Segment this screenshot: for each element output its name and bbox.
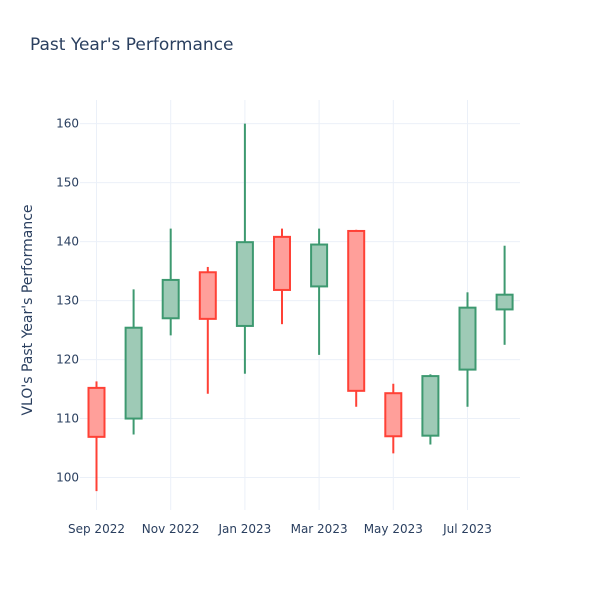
candle-body: [87, 386, 106, 438]
candle: [310, 228, 329, 355]
candle-body: [310, 243, 329, 288]
candle: [235, 123, 254, 374]
candle: [495, 245, 514, 345]
candle: [87, 381, 106, 492]
candle: [458, 292, 477, 407]
x-tick-labels: Sep 2022 Nov 2022 Jan 2023 Mar 2023 May 2023…: [68, 522, 492, 536]
x-tick-label: Jul 2023: [442, 522, 492, 536]
candle-body: [421, 375, 440, 437]
chart-title: Past Year's Performance: [30, 35, 234, 55]
y-tick-labels: 100 110 120 130 140 150 160: [56, 117, 79, 485]
y-tick-label: 100: [56, 471, 79, 485]
x-tick-label: Sep 2022: [68, 522, 125, 536]
x-tick-label: Nov 2022: [142, 522, 200, 536]
candle-body: [458, 306, 477, 371]
candle: [273, 228, 291, 325]
candle-body: [161, 278, 180, 320]
y-tick-label: 130: [56, 294, 79, 308]
candles: [87, 123, 514, 492]
x-tick-label: Mar 2023: [291, 522, 348, 536]
candle-body: [124, 326, 143, 420]
y-tick-label: 150: [56, 176, 79, 190]
y-tick-label: 110: [56, 412, 79, 426]
candle: [347, 229, 366, 407]
candle-body: [198, 271, 217, 320]
candle: [421, 374, 440, 445]
candle: [198, 266, 217, 394]
gridlines: [80, 100, 520, 510]
candle: [384, 383, 403, 454]
candle: [161, 228, 180, 336]
y-tick-label: 160: [56, 117, 79, 131]
candle-body: [235, 241, 254, 327]
y-axis-title: VLO's Past Year's Performance: [20, 204, 36, 415]
candle: [124, 289, 143, 435]
x-tick-label: May 2023: [364, 522, 423, 536]
candle-body: [273, 235, 291, 291]
candle-body: [495, 293, 514, 311]
candle-body: [347, 229, 366, 392]
candle-body: [384, 392, 403, 438]
y-tick-label: 120: [56, 353, 79, 367]
y-tick-label: 140: [56, 235, 79, 249]
x-tick-label: Jan 2023: [217, 522, 271, 536]
